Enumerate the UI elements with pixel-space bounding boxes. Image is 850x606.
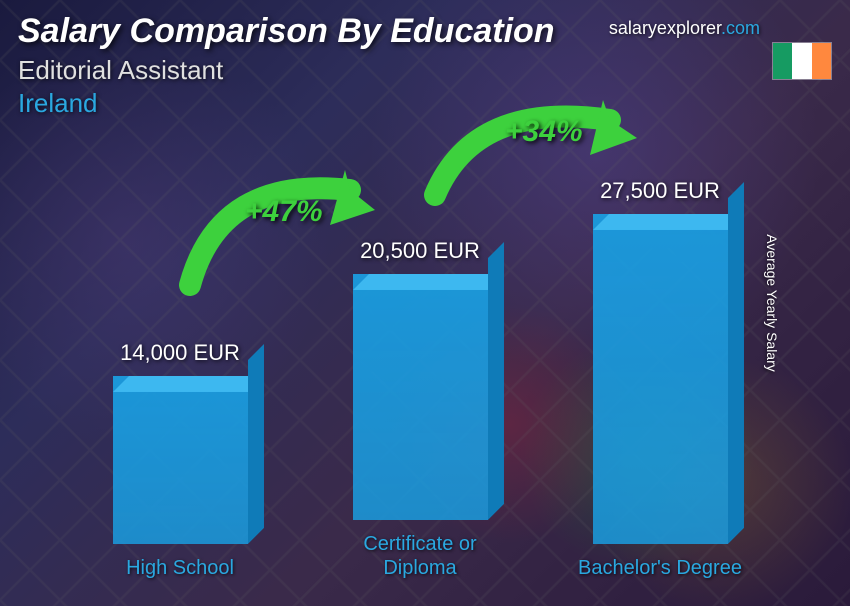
bar-1	[113, 376, 248, 544]
bar-group-2: 20,500 EUR Certificate or Diploma	[300, 238, 540, 580]
bar-group-1: 14,000 EUR High School	[60, 340, 300, 580]
bar-side-face	[728, 182, 744, 544]
bar-chart: 14,000 EUR High School 20,500 EUR Certif…	[60, 140, 780, 580]
brand-domain: .com	[721, 18, 760, 38]
bar-value-2: 20,500 EUR	[360, 238, 480, 264]
brand-label: salaryexplorer.com	[609, 18, 760, 39]
bar-top-face	[113, 376, 264, 392]
bar-2	[353, 274, 488, 520]
chart-subtitle: Editorial Assistant	[18, 55, 832, 86]
bar-3	[593, 214, 728, 544]
bar-label-2: Certificate or Diploma	[330, 532, 510, 580]
country-flag-icon	[772, 42, 832, 80]
bar-group-3: 27,500 EUR Bachelor's Degree	[540, 178, 780, 580]
bar-top-face	[593, 214, 744, 230]
bar-front-face	[593, 214, 728, 544]
bar-front-face	[353, 274, 488, 520]
bar-value-1: 14,000 EUR	[120, 340, 240, 366]
pct-increase-2: +34%	[505, 115, 583, 149]
pct-increase-1: +47%	[245, 195, 323, 229]
bar-value-3: 27,500 EUR	[600, 178, 720, 204]
bar-front-face	[113, 376, 248, 544]
flag-stripe-2	[792, 43, 811, 79]
bar-label-3: Bachelor's Degree	[578, 556, 742, 580]
bar-top-face	[353, 274, 504, 290]
brand-name: salaryexplorer	[609, 18, 721, 38]
flag-stripe-1	[773, 43, 792, 79]
bar-side-face	[488, 242, 504, 520]
country-label: Ireland	[18, 88, 832, 119]
flag-stripe-3	[812, 43, 831, 79]
bar-label-1: High School	[126, 556, 234, 580]
bar-side-face	[248, 344, 264, 544]
